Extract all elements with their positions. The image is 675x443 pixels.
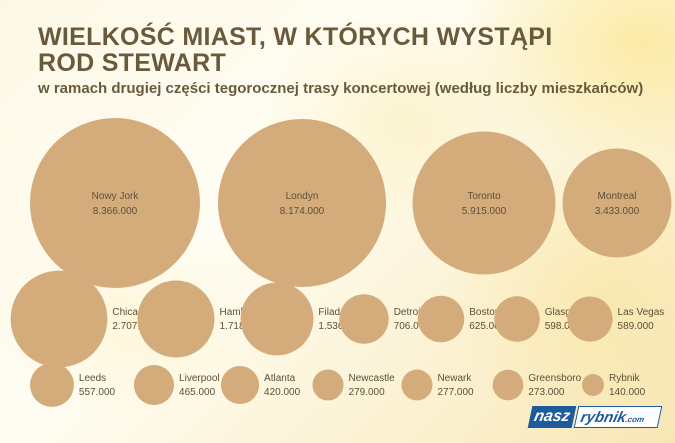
value-label-rybnik: 140.000 [609,387,646,398]
bubble-boston [417,295,465,343]
bubble-leeds [30,363,74,407]
value-label-detroit: 706.000 [394,321,431,332]
logo-text-rybnik: rybnik [579,409,628,426]
city-label-londyn: Londyn [286,191,319,202]
bubble-atlanta [220,365,260,405]
city-label-chicago: Chicago [112,307,149,318]
bubble-rybnik [582,374,604,396]
value-label-liverpool: 465.000 [179,387,216,398]
city-label-nowy-jork: Nowy Jork [92,191,140,202]
bubble-newark [401,369,433,401]
naszrybnik-logo: nasz rybnik.com [527,402,670,432]
city-label-glasgow: Glasgow [545,307,585,318]
value-label-atlanta: 420.000 [264,387,301,398]
value-label-las-vegas: 589.000 [618,321,655,332]
city-label-leeds: Leeds [79,373,106,384]
bubble-greensboro [492,369,524,401]
city-label-newcastle: Newcastle [349,373,396,384]
city-label-las-vegas: Las Vegas [618,307,665,318]
bubble-londyn [217,118,387,288]
bubble-hamburg [137,280,215,358]
chart-subtitle: w ramach drugiej części tegorocznej tras… [38,80,644,97]
bubble-glasgow [494,296,540,342]
city-label-toronto: Toronto [467,191,501,202]
chart-title: WIELKOŚĆ MIAST, W KTÓRYCH WYSTĄPI ROD ST… [38,23,553,77]
logo-part-rybnik: rybnik.com [573,406,663,428]
bubble-chicago [10,270,108,368]
value-label-nowy-jork: 8.366.000 [93,206,138,217]
value-label-montreal: 3.433.000 [595,206,640,217]
value-label-boston: 625.000 [469,321,506,332]
value-label-glasgow: 598.000 [545,321,582,332]
bubble-newcastle [312,369,344,401]
value-label-chicago: 2.707.000 [112,321,157,332]
city-label-boston: Boston [469,307,500,318]
bubble-las-vegas [567,296,613,342]
city-label-atlanta: Atlanta [264,373,296,384]
bubble-montreal [562,148,672,258]
city-label-montreal: Montreal [598,191,637,202]
bubble-liverpool [133,364,175,406]
city-label-rybnik: Rybnik [609,373,641,384]
value-label-toronto: 5.915.000 [462,206,507,217]
value-label-greensboro: 273.000 [528,387,565,398]
value-label-londyn: 8.174.000 [280,206,325,217]
logo-part-nasz: nasz [527,406,577,428]
value-label-newark: 277.000 [437,387,474,398]
city-label-filadelfia: Filadelfia [318,307,358,318]
logo-text-domain: .com [624,415,646,424]
bubble-detroit [339,294,389,344]
value-label-newcastle: 279.000 [349,387,386,398]
city-label-hamburg: Hamburg [220,307,261,318]
city-label-greensboro: Greensboro [528,373,581,384]
bubble-filadelfia [240,282,314,356]
value-label-leeds: 557.000 [79,387,116,398]
city-label-liverpool: Liverpool [179,373,220,384]
bubble-toronto [412,131,556,275]
city-label-newark: Newark [437,373,472,384]
city-label-detroit: Detroit [394,307,424,318]
bubble-nowy-jork [30,118,200,288]
